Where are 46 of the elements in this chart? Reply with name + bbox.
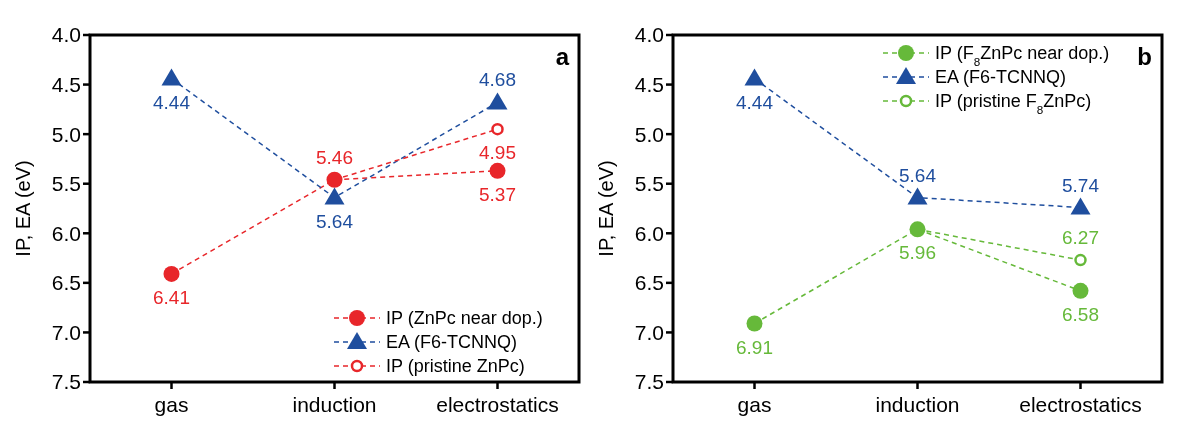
y-tick-label: 4.0 [634,23,664,47]
data-label: 6.27 [1062,227,1099,249]
data-label: 6.58 [1062,303,1099,325]
y-tick-label: 4.5 [634,72,664,96]
y-tick-label: 7.5 [634,370,664,394]
data-label: 5.74 [1062,174,1100,196]
data-label: 5.64 [899,164,937,186]
y-tick-label: 5.5 [634,172,664,196]
y-axis-title: IP, EA (eV) [595,160,617,257]
legend-label: EA (F6-TCNNQ) [935,67,1067,88]
y-tick-label: 5.0 [51,122,81,146]
legend-label: IP (pristine ZnPc) [386,356,525,377]
legend-label: IP (pristine F$_{8}$ZnPc) [935,91,1092,116]
y-tick-label: 7.0 [634,320,664,344]
y-tick-label: 6.0 [634,221,664,245]
data-label: 6.91 [736,336,773,358]
y-tick-label: 4.5 [51,72,81,96]
y-tick-label: 6.0 [51,221,81,245]
x-tick-label: induction [292,393,377,416]
x-tick-label: gas [737,393,772,416]
y-axis-title: IP, EA (eV) [12,160,34,257]
data-label: 5.96 [899,242,936,264]
y-tick-label: 5.5 [51,172,81,196]
legend-label: IP (F$_{8}$ZnPc near dop.) [935,43,1110,68]
y-tick-label: 7.0 [51,320,81,344]
data-label: 4.44 [153,91,191,113]
data-label: 5.46 [316,146,353,168]
y-tick-label: 7.5 [51,370,81,394]
y-tick-label: 4.0 [51,23,81,47]
y-tick-label: 6.5 [51,271,81,295]
x-tick-label: electrostatics [1019,393,1142,416]
data-label: 5.37 [479,183,516,205]
legend-label: IP (ZnPc near dop.) [386,308,543,329]
data-label: 6.41 [153,286,190,308]
data-label: 4.68 [479,69,516,91]
x-tick-label: induction [875,393,960,416]
data-label: 4.44 [736,91,774,113]
legend-label: EA (F6-TCNNQ) [386,332,518,353]
chart-title: b [1137,43,1152,70]
data-label: 4.95 [479,142,516,164]
y-tick-label: 6.5 [634,271,664,295]
y-tick-label: 5.0 [634,122,664,146]
data-label: 5.64 [316,210,354,232]
x-tick-label: electrostatics [436,393,559,416]
x-tick-label: gas [154,393,189,416]
chart-title: a [555,43,570,70]
